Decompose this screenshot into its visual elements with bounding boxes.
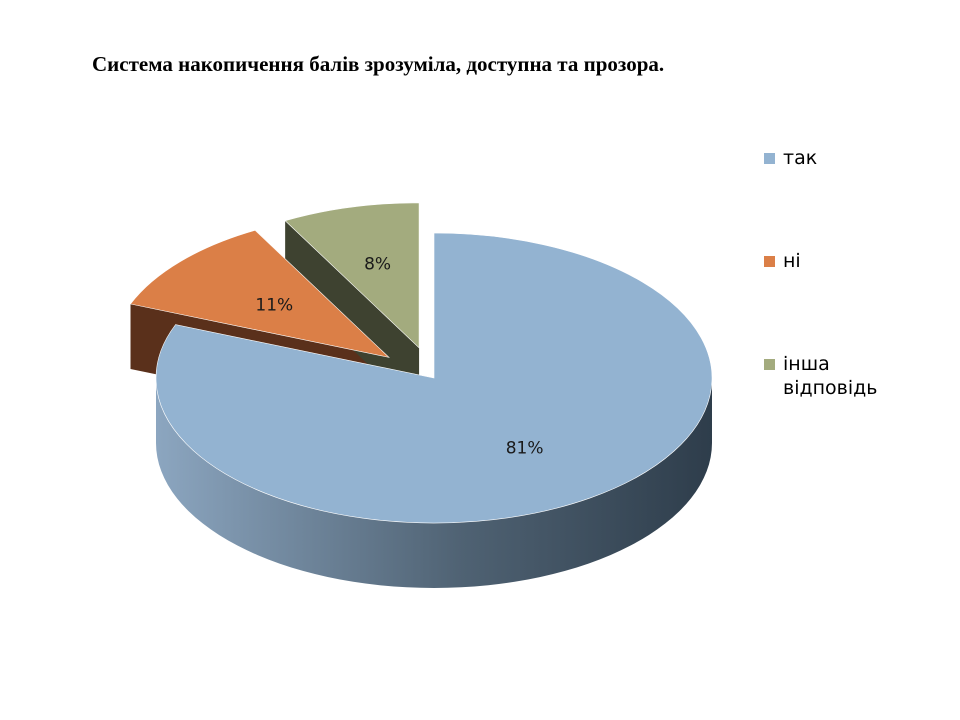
legend-label-tak: так [783, 147, 818, 169]
legend-label-ni: ні [783, 250, 801, 272]
chart-title: Система накопичення балів зрозуміла, дос… [92, 52, 665, 76]
legend-label-insha: інша відповідь [783, 353, 878, 399]
legend-item-tak: так [764, 146, 893, 170]
pie-slice-tak [155, 232, 713, 524]
data-label-tak: 81% [506, 439, 544, 459]
pie-slice-ni [129, 229, 390, 358]
legend-swatch-ni [764, 256, 775, 267]
legend-swatch-tak [764, 153, 775, 164]
legend-swatch-insha [764, 359, 775, 370]
pie-slice-insha [284, 202, 420, 349]
pie-slice-side-insha [285, 202, 420, 413]
data-label-insha: 8% [364, 255, 391, 275]
legend-item-ni: ні [764, 249, 893, 273]
legend-item-insha: інша відповідь [764, 352, 893, 400]
data-label-ni: 11% [255, 296, 293, 316]
